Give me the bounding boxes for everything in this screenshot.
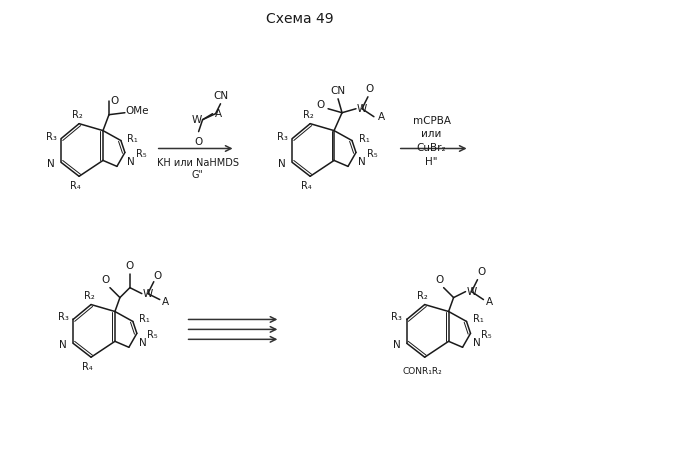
Text: R₅: R₅ — [366, 150, 377, 159]
Text: N: N — [278, 159, 286, 169]
Text: CONR₁R₂: CONR₁R₂ — [403, 367, 442, 375]
Text: N: N — [48, 159, 55, 169]
Text: R₁: R₁ — [127, 134, 138, 144]
Text: N: N — [139, 338, 147, 348]
Text: KH или NaHMDS: KH или NaHMDS — [157, 158, 238, 168]
Text: R₂: R₂ — [72, 110, 82, 120]
Text: W: W — [356, 104, 367, 114]
Text: mCPBA: mCPBA — [412, 116, 451, 126]
Text: N: N — [127, 157, 135, 168]
Text: O: O — [126, 261, 134, 271]
Text: R₁: R₁ — [139, 314, 150, 325]
Text: R₅: R₅ — [481, 330, 492, 341]
Text: R₁: R₁ — [473, 314, 484, 325]
Text: W: W — [466, 286, 477, 297]
Text: R₂: R₂ — [303, 110, 314, 120]
Text: A: A — [215, 109, 222, 119]
Text: W: W — [143, 289, 153, 299]
Text: Схема 49: Схема 49 — [266, 12, 334, 26]
Text: R₄: R₄ — [82, 362, 92, 372]
Text: O: O — [102, 274, 110, 285]
Text: R₂: R₂ — [417, 291, 428, 301]
Text: A: A — [378, 112, 385, 122]
Text: R₂: R₂ — [84, 291, 94, 301]
Text: O: O — [477, 267, 486, 277]
Text: G": G" — [192, 170, 203, 180]
Text: или: или — [421, 129, 442, 139]
Text: O: O — [366, 84, 374, 94]
Text: CN: CN — [213, 91, 228, 101]
Text: N: N — [393, 340, 401, 350]
Text: N: N — [473, 338, 480, 348]
Text: O: O — [194, 136, 203, 146]
Text: O: O — [111, 96, 119, 106]
Text: OMe: OMe — [125, 106, 149, 116]
Text: A: A — [162, 297, 169, 307]
Text: R₃: R₃ — [391, 313, 402, 323]
Text: R₃: R₃ — [58, 313, 69, 323]
Text: H": H" — [426, 157, 438, 168]
Text: R₁: R₁ — [359, 134, 369, 144]
Text: R₃: R₃ — [277, 132, 288, 141]
Text: R₅: R₅ — [136, 150, 146, 159]
Text: O: O — [154, 271, 162, 281]
Text: R₄: R₄ — [301, 181, 312, 191]
Text: R₃: R₃ — [45, 132, 57, 141]
Text: N: N — [59, 340, 67, 350]
Text: O: O — [316, 100, 324, 110]
Text: A: A — [486, 297, 493, 307]
Text: R₅: R₅ — [147, 330, 158, 341]
Text: CuBr₂: CuBr₂ — [417, 144, 447, 153]
Text: N: N — [358, 157, 366, 168]
Text: CN: CN — [331, 86, 345, 96]
Text: W: W — [192, 115, 202, 125]
Text: R₄: R₄ — [70, 181, 80, 191]
Text: O: O — [435, 274, 444, 285]
